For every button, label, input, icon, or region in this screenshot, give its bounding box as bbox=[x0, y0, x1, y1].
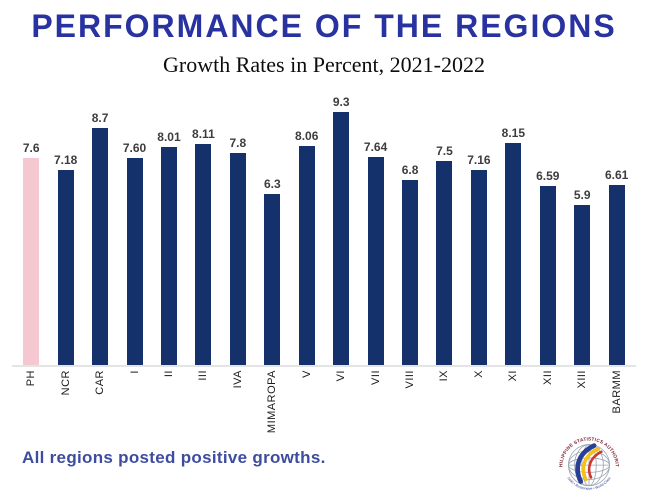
bar-CAR bbox=[92, 128, 109, 365]
category-cell: I bbox=[117, 370, 151, 442]
category-label: II bbox=[162, 370, 175, 378]
category-cell: IX bbox=[427, 370, 461, 442]
bar-PH bbox=[23, 158, 40, 365]
category-label: VII bbox=[369, 370, 382, 385]
x-axis-line bbox=[12, 365, 636, 367]
category-label: IX bbox=[438, 370, 451, 382]
bar-value-label: 7.6 bbox=[22, 141, 40, 156]
bar-value-label: 9.3 bbox=[332, 95, 350, 109]
bar-value-label: 6.61 bbox=[604, 168, 629, 183]
bar-V bbox=[298, 145, 315, 365]
category-cell: PH bbox=[14, 370, 48, 442]
bar-cell: 8.01 bbox=[152, 130, 186, 365]
category-label: VIII bbox=[404, 370, 417, 389]
category-cell: CAR bbox=[83, 370, 117, 442]
bar-value-label: 8.06 bbox=[295, 128, 319, 143]
bar-cell: 5.9 bbox=[565, 187, 599, 365]
category-label: X bbox=[472, 370, 485, 378]
bar-value-label: 6.59 bbox=[536, 168, 560, 183]
bar-cell: 6.8 bbox=[393, 163, 427, 365]
bar-value-label: 7.5 bbox=[436, 144, 453, 158]
category-label: IVA bbox=[231, 370, 244, 389]
bar-cell: 8.06 bbox=[290, 129, 324, 365]
category-cell: II bbox=[152, 370, 186, 442]
category-cell: X bbox=[462, 370, 496, 442]
swoosh-icon bbox=[575, 443, 603, 484]
bar-cell: 9.3 bbox=[324, 95, 358, 365]
category-label: XI bbox=[507, 370, 520, 382]
bar-cell: 7.18 bbox=[48, 153, 82, 365]
bar-cell: 8.7 bbox=[83, 111, 117, 365]
category-label: PH bbox=[25, 370, 38, 387]
bar-I bbox=[126, 158, 143, 365]
category-cell: VIII bbox=[393, 370, 427, 442]
category-label: BARMM bbox=[610, 370, 623, 414]
category-cell: IVA bbox=[221, 370, 255, 442]
bar-XIII bbox=[574, 204, 591, 365]
bar-BARMM bbox=[608, 185, 625, 365]
bar-chart: 7.6 7.18 8.7 7.60 8.01 8.11 7.8 6.3 8.06 9.3 7.64 6… bbox=[14, 90, 634, 365]
category-cell: VII bbox=[358, 370, 392, 442]
bar-cell: 7.5 bbox=[427, 144, 461, 365]
bar-cell: 7.8 bbox=[221, 136, 255, 365]
bar-cell: 8.15 bbox=[496, 126, 530, 365]
bar-value-label: 8.01 bbox=[157, 130, 181, 145]
category-cell: VI bbox=[324, 370, 358, 442]
category-cell: MIMAROPA bbox=[255, 370, 289, 442]
category-cell: III bbox=[186, 370, 220, 442]
bar-cell: 7.6 bbox=[14, 141, 48, 365]
category-cell: XI bbox=[496, 370, 530, 442]
psa-logo: PHILIPPINE STATISTICS AUTHORITY Solid • … bbox=[552, 423, 620, 491]
bar-VI bbox=[333, 112, 350, 365]
bar-value-label: 7.60 bbox=[122, 141, 147, 156]
bar-X bbox=[470, 170, 487, 365]
page-title: PERFORMANCE OF THE REGIONS bbox=[31, 8, 617, 44]
footer-note: All regions posted positive growths. bbox=[22, 448, 326, 467]
category-label: V bbox=[300, 370, 313, 378]
bar-value-label: 6.8 bbox=[401, 163, 419, 177]
bar-value-label: 8.15 bbox=[501, 126, 526, 141]
category-label: XIII bbox=[576, 370, 589, 389]
bar-cell: 6.59 bbox=[531, 169, 565, 365]
bar-cell: 6.61 bbox=[599, 168, 633, 365]
bar-VII bbox=[367, 157, 384, 365]
category-label: I bbox=[128, 370, 141, 374]
bar-III bbox=[195, 144, 212, 365]
x-axis-labels: PH NCR CAR I II III IVA MIMAROPA V VI VII VIII IX X XI… bbox=[14, 370, 634, 442]
bar-XII bbox=[539, 185, 556, 365]
bar-cell: 6.3 bbox=[255, 177, 289, 365]
bar-value-label: 7.16 bbox=[467, 153, 491, 168]
bar-VIII bbox=[402, 180, 419, 365]
bar-value-label: 8.11 bbox=[192, 127, 215, 142]
category-label: NCR bbox=[59, 370, 72, 396]
category-label: XII bbox=[541, 370, 554, 385]
category-cell: NCR bbox=[48, 370, 82, 442]
bar-value-label: 6.3 bbox=[263, 176, 281, 191]
bar-cell: 8.11 bbox=[186, 127, 220, 365]
bar-value-label: 7.64 bbox=[363, 140, 388, 155]
category-label: CAR bbox=[94, 370, 107, 395]
bar-IX bbox=[436, 161, 453, 365]
bar-value-label: 5.9 bbox=[573, 187, 591, 202]
bar-value-label: 8.7 bbox=[91, 111, 109, 126]
bar-IVA bbox=[229, 152, 246, 365]
bar-XI bbox=[505, 143, 522, 365]
bar-cell: 7.64 bbox=[358, 140, 392, 365]
bar-value-label: 7.8 bbox=[229, 135, 247, 150]
bar-cell: 7.60 bbox=[117, 141, 151, 365]
bar-cell: 7.16 bbox=[462, 153, 496, 365]
category-label: MIMAROPA bbox=[266, 370, 279, 434]
category-cell: V bbox=[290, 370, 324, 442]
bar-MIMAROPA bbox=[264, 193, 281, 365]
bar-II bbox=[160, 147, 177, 365]
bar-value-label: 7.18 bbox=[53, 152, 78, 167]
category-label: VI bbox=[335, 370, 348, 382]
category-label: III bbox=[197, 370, 210, 381]
bar-NCR bbox=[57, 169, 74, 365]
page-subtitle: Growth Rates in Percent, 2021-2022 bbox=[163, 52, 485, 77]
